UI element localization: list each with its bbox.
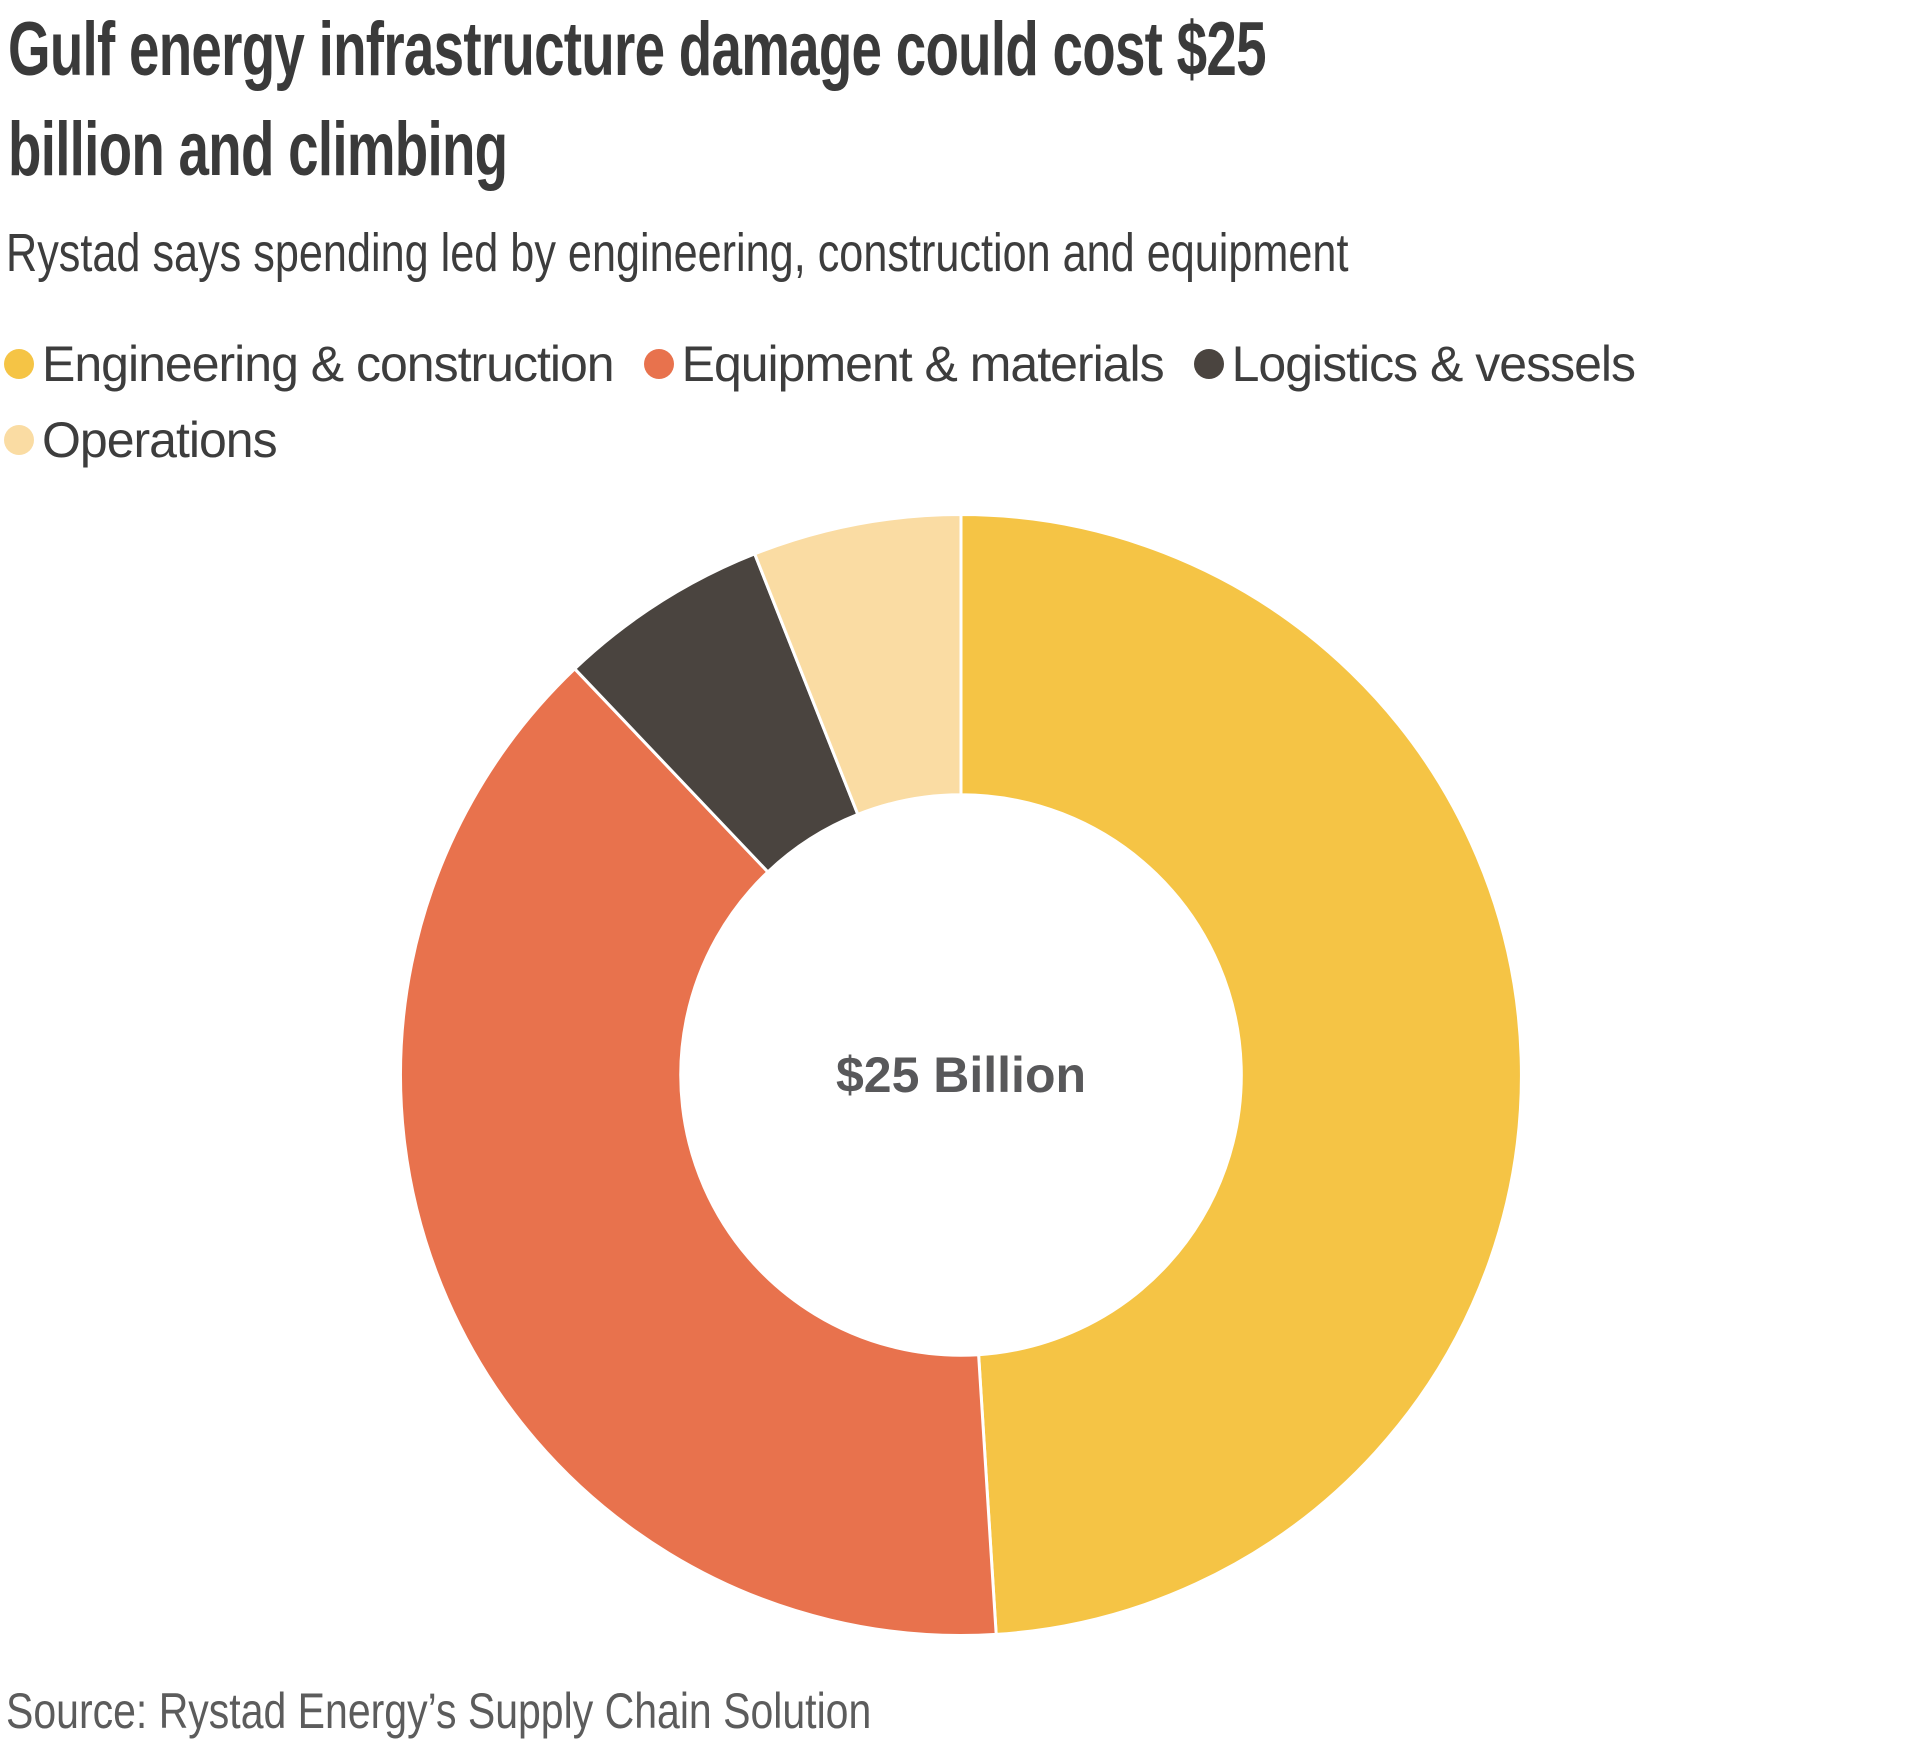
donut-slice-operations (753, 513, 963, 816)
donut-chart: $25 Billion (399, 513, 1523, 1637)
legend-label: Logistics & vessels (1231, 336, 1636, 392)
legend-label: Engineering & construction (42, 336, 615, 392)
legend-dot-icon (4, 349, 34, 379)
legend-dot-icon (4, 425, 34, 455)
source-note: Source: Rystad Energy’s Supply Chain Sol… (6, 1683, 872, 1739)
legend-dot-icon (1193, 349, 1224, 379)
legend-label: Operations (42, 412, 278, 468)
legend-dot-icon (643, 349, 674, 379)
legend-item-operations: Operations (4, 412, 278, 468)
legend-item-equipment-materials: Equipment & materials (643, 336, 1165, 392)
donut-center-label: $25 Billion (835, 1047, 1087, 1103)
chart-legend: Engineering & construction Equipment & m… (4, 336, 1864, 468)
chart-title: Gulf energy infrastructure damage could … (8, 0, 1267, 200)
chart-subtitle: Rystad says spending led by engineering,… (6, 223, 1349, 283)
legend-item-engineering-construction: Engineering & construction (4, 336, 615, 392)
donut-svg (399, 513, 1523, 1637)
donut-slice-engineering-construction (959, 513, 1523, 1636)
legend-item-logistics-vessels: Logistics & vessels (1193, 336, 1636, 392)
chart-title-line2: billion and climbing (8, 107, 508, 192)
chart-title-line1: Gulf energy infrastructure damage could … (8, 7, 1267, 92)
legend-label: Equipment & materials (681, 336, 1165, 392)
donut-slice-equipment-materials (399, 667, 998, 1637)
